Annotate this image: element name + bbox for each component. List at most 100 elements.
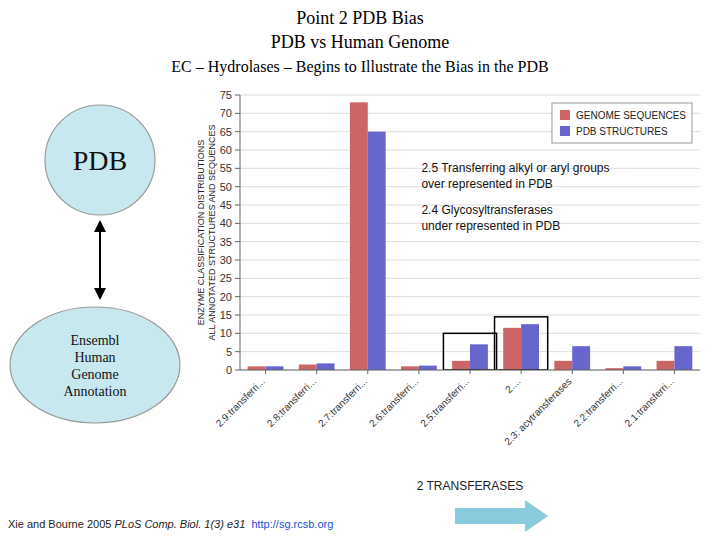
y-tick-label: 15 — [220, 309, 232, 321]
bar — [503, 328, 521, 370]
double-arrow-head — [94, 220, 106, 232]
y-tick-label: 50 — [220, 181, 232, 193]
double-arrow-shaft — [99, 230, 101, 290]
annotation: over represented in PDB — [421, 177, 552, 191]
y-axis-label-line: ENZYME CLASSIFICATION DISTRIBUTIONS — [196, 140, 206, 325]
diagram-label-line: Human — [74, 350, 115, 365]
x-tick — [572, 370, 573, 374]
highlight-box — [443, 333, 496, 370]
x-tick — [367, 370, 368, 374]
annotation: 2.5 Transferring alkyl or aryl groups — [421, 161, 609, 175]
y-tick — [235, 315, 240, 316]
grid-line — [240, 260, 700, 261]
grid-line — [240, 150, 700, 151]
y-tick — [235, 241, 240, 242]
bar — [299, 365, 317, 371]
x-tick — [674, 370, 675, 374]
bar — [368, 132, 386, 370]
legend-label: GENOME SEQUENCES — [576, 110, 686, 121]
x-tick-label: 2.3: acytransferases — [502, 376, 573, 447]
bar — [266, 366, 284, 370]
y-tick-label: 45 — [220, 199, 232, 211]
y-tick — [235, 150, 240, 151]
bar — [521, 324, 539, 370]
diagram-label-line: Annotation — [64, 384, 127, 399]
y-axis-label: ENZYME CLASSIFICATION DISTRIBUTIONSALL A… — [196, 125, 217, 341]
bar — [419, 366, 437, 370]
y-tick-label: 35 — [220, 236, 232, 248]
x-axis-label: 2 TRANSFERASES — [417, 479, 523, 493]
y-tick-label: 5 — [226, 346, 232, 358]
x-tick — [521, 370, 522, 374]
y-tick — [235, 186, 240, 187]
y-tick-label: 70 — [220, 107, 232, 119]
bar — [401, 366, 419, 370]
bar — [350, 102, 368, 370]
bar — [572, 346, 590, 370]
chart-container: Point 2 PDB BiasPDB vs Human GenomeEC – … — [0, 0, 720, 540]
annotation: under represented in PDB — [421, 219, 560, 233]
bars — [248, 102, 693, 370]
grid-line — [240, 95, 700, 96]
annotation: 2.4 Glycosyltransferases — [421, 203, 552, 217]
diagram-label-line: Ensembl — [71, 333, 120, 348]
right-arrow — [455, 500, 548, 532]
x-tick-label: 2.2:transferri... — [571, 376, 624, 429]
x-tick-label: 2.5:transferri... — [418, 376, 471, 429]
legend-swatch — [560, 126, 570, 136]
grid-line — [240, 296, 700, 297]
legend-label: PDB STRUCTURES — [576, 126, 668, 137]
x-tick — [470, 370, 471, 374]
y-tick-label: 10 — [220, 327, 232, 339]
double-arrow-head — [94, 288, 106, 300]
citation-part: PLoS Comp. Biol. 1(3) e31 — [114, 518, 245, 530]
bar — [317, 363, 335, 370]
y-tick-label: 0 — [226, 364, 232, 376]
y-tick-label: 40 — [220, 217, 232, 229]
bar — [452, 361, 470, 370]
subtitle: PDB vs Human Genome — [271, 32, 450, 52]
legend-swatch — [560, 110, 570, 120]
diagram-label-line: Genome — [71, 367, 118, 382]
y-tick — [235, 205, 240, 206]
y-tick — [235, 370, 240, 371]
x-tick-label: 2.8:transferri... — [265, 376, 318, 429]
y-tick-label: 20 — [220, 291, 232, 303]
citation: Xie and Bourne 2005 PLoS Comp. Biol. 1(3… — [8, 518, 333, 530]
chart-svg: Point 2 PDB BiasPDB vs Human GenomeEC – … — [0, 0, 720, 540]
citation-part: http://sg.rcsb.org — [245, 518, 333, 530]
y-tick — [235, 131, 240, 132]
bar — [248, 366, 266, 370]
y-axis-line — [240, 95, 241, 370]
x-tick-label: 2.6:transferri... — [367, 376, 420, 429]
y-tick-label: 25 — [220, 272, 232, 284]
diagram-label: PDB — [73, 145, 127, 176]
highlight-box — [495, 317, 548, 370]
ensembl-ellipse — [10, 307, 180, 423]
y-tick — [235, 260, 240, 261]
x-tick-label: 2.... — [503, 376, 523, 396]
x-tick — [418, 370, 419, 374]
x-tick — [623, 370, 624, 374]
y-tick-label: 30 — [220, 254, 232, 266]
y-tick — [235, 113, 240, 114]
plot-background — [240, 95, 700, 370]
y-tick-label: 60 — [220, 144, 232, 156]
y-tick — [235, 168, 240, 169]
y-tick-label: 75 — [220, 89, 232, 101]
y-tick-label: 65 — [220, 126, 232, 138]
y-tick — [235, 223, 240, 224]
subtitle: EC – Hydrolases – Begins to Illustrate t… — [171, 58, 548, 76]
y-tick — [235, 351, 240, 352]
diagram-label: Ensembl Human Genome Annotation — [64, 333, 127, 399]
y-tick — [235, 296, 240, 297]
bar — [674, 346, 692, 370]
bar — [657, 361, 675, 370]
bar — [623, 366, 641, 370]
x-tick — [265, 370, 266, 374]
citation-part: Xie and Bourne 2005 — [8, 518, 114, 530]
x-tick-label: 2.9:transferri... — [214, 376, 267, 429]
x-tick-label: 2.7:transferri... — [316, 376, 369, 429]
grid-line — [240, 241, 700, 242]
x-tick — [316, 370, 317, 374]
